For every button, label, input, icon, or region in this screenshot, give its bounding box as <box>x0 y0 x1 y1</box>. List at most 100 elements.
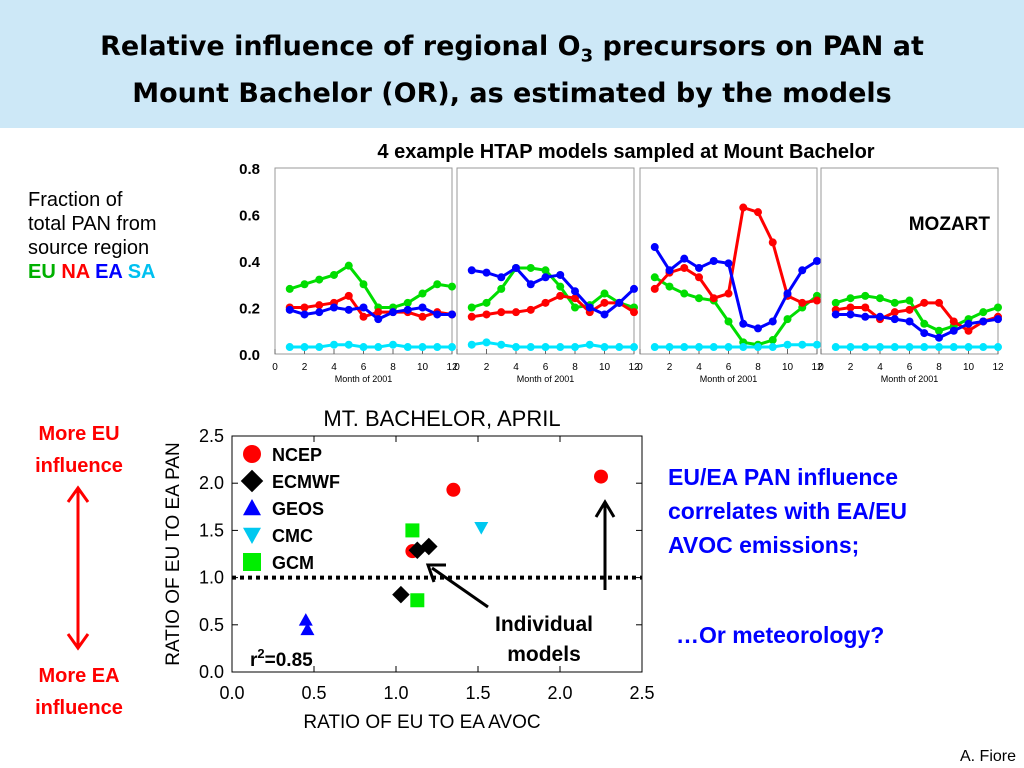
series-point-sa <box>798 340 807 349</box>
panel-1: 0 2 4 6 8 10 12 Month of 2001 <box>272 167 458 384</box>
panel-xtick-label: 6 <box>726 362 732 373</box>
scatter-point-gcm <box>410 593 425 608</box>
series-point-na <box>497 308 506 317</box>
panel-xtick-label: 4 <box>513 362 519 373</box>
series-point-ea <box>831 310 840 319</box>
series-point-sa <box>389 340 397 349</box>
panel-xtick-label: 0 <box>818 362 824 373</box>
series-point-ea <box>905 317 914 326</box>
panel-xtick-label: 12 <box>628 362 640 373</box>
series-point-eu <box>920 319 929 328</box>
series-point-ea <box>344 305 353 314</box>
series-point-eu <box>905 296 914 305</box>
panel-xtick-label: 8 <box>936 362 942 373</box>
series-point-ea <box>448 310 456 319</box>
series-point-eu <box>403 298 412 307</box>
series-point-ea <box>467 266 476 275</box>
series-point-ea <box>615 298 624 307</box>
series-point-ea <box>300 310 309 319</box>
fraction-label-line-1: Fraction of <box>28 189 123 211</box>
panel-ytick-label: 0.6 <box>239 208 260 225</box>
series-point-sa <box>330 340 338 349</box>
series-point-eu <box>600 289 609 298</box>
scatter-point-ncep <box>594 469 608 484</box>
series-point-na <box>300 303 309 312</box>
series-point-sa <box>571 343 579 352</box>
individual-line-2: models <box>507 643 581 666</box>
series-point-sa <box>994 343 1002 352</box>
scatter-ytick-label: 0.5 <box>199 615 224 635</box>
series-point-na <box>482 310 491 319</box>
series-point-ea <box>512 263 520 272</box>
legend-marker-ecmwf <box>240 469 264 493</box>
series-point-na <box>768 238 777 247</box>
scatter-yaxis-label: RATIO OF EU TO EA PAN <box>163 442 184 665</box>
arrow-to-cluster-head <box>425 563 446 583</box>
fraction-label-line-2: total PAN from <box>28 213 157 235</box>
more-ea-line-2: influence <box>35 697 123 719</box>
more-eu-label: More EU influence <box>24 418 134 482</box>
correlation-text: EU/EA PAN influence correlates with EA/E… <box>668 460 907 562</box>
series-point-na <box>739 203 748 212</box>
series-point-na <box>600 298 609 307</box>
scatter-ytick-label: 0.0 <box>199 662 224 682</box>
series-point-eu <box>680 289 689 298</box>
series-point-na <box>695 273 703 282</box>
series-point-ea <box>650 243 659 252</box>
scatter-point-cmc <box>474 521 489 535</box>
region-sa: SA <box>127 261 156 283</box>
series-point-na <box>650 284 659 293</box>
scatter-ytick-label: 1.5 <box>199 520 224 540</box>
series-point-ea <box>768 317 777 326</box>
series-point-ea <box>798 266 807 275</box>
series-point-ea <box>739 319 748 328</box>
region-ea: EA <box>95 261 123 283</box>
panel-3: 0 2 4 6 8 10 12 Month of 2001 <box>637 167 823 384</box>
scatter-point-ecmwf <box>392 585 410 604</box>
series-point-na <box>467 312 476 321</box>
series-point-sa <box>680 343 689 352</box>
series-point-sa <box>315 343 324 352</box>
panel-xtick-label: 10 <box>963 362 975 373</box>
series-point-eu <box>448 282 456 291</box>
title-part-b: precursors on PAN at <box>593 31 924 62</box>
scatter-point-ncep <box>446 482 461 497</box>
scatter-group: MT. BACHELOR, APRIL 0.0 0.5 1.0 1.5 2.0 2.5 0.0… <box>163 406 655 733</box>
series-point-eu <box>497 284 506 293</box>
series-point-sa <box>497 340 506 349</box>
series-point-ea <box>571 287 579 296</box>
series-point-eu <box>315 275 324 284</box>
fraction-label: Fraction of total PAN from source region… <box>28 188 157 284</box>
series-point-sa <box>433 343 442 352</box>
series-point-sa <box>709 343 718 352</box>
individual-models-label: Individual models <box>474 610 614 670</box>
correlation-line-1: EU/EA PAN influence <box>668 464 899 490</box>
legend-marker-cmc <box>243 527 261 544</box>
panel-xtick-label: 4 <box>877 362 883 373</box>
series-point-na <box>935 298 943 307</box>
series-point-ea <box>709 257 718 265</box>
series-point-eu <box>526 263 535 272</box>
series-point-sa <box>585 340 594 349</box>
series-point-ea <box>724 259 733 268</box>
series-point-eu <box>650 273 659 282</box>
series-point-sa <box>861 343 870 352</box>
series-point-eu <box>783 315 792 324</box>
series-point-eu <box>482 298 491 307</box>
more-eu-line-1: More EU <box>38 423 120 445</box>
panel-xtick-label: 10 <box>599 362 611 373</box>
series-point-ea <box>600 310 609 319</box>
panel-4: 0 2 4 6 8 10 12 Month of 2001 MOZART <box>818 167 1004 384</box>
scatter-xtick-label: 2.0 <box>547 683 572 703</box>
scatter-ytick-label: 2.0 <box>199 473 224 493</box>
series-point-eu <box>300 280 309 289</box>
arrow-to-outlier-head <box>594 499 616 518</box>
panel-xtick-label: 2 <box>667 362 673 373</box>
series-point-ea <box>920 329 929 338</box>
panel-xtick-label: 2 <box>484 362 490 373</box>
panel-xtick-label: 12 <box>446 362 458 373</box>
series-point-sa <box>949 343 958 352</box>
r-squared-annotation: r2=0.85 <box>250 646 313 671</box>
series-point-sa <box>600 343 609 352</box>
legend-label-gcm: GCM <box>272 553 314 573</box>
